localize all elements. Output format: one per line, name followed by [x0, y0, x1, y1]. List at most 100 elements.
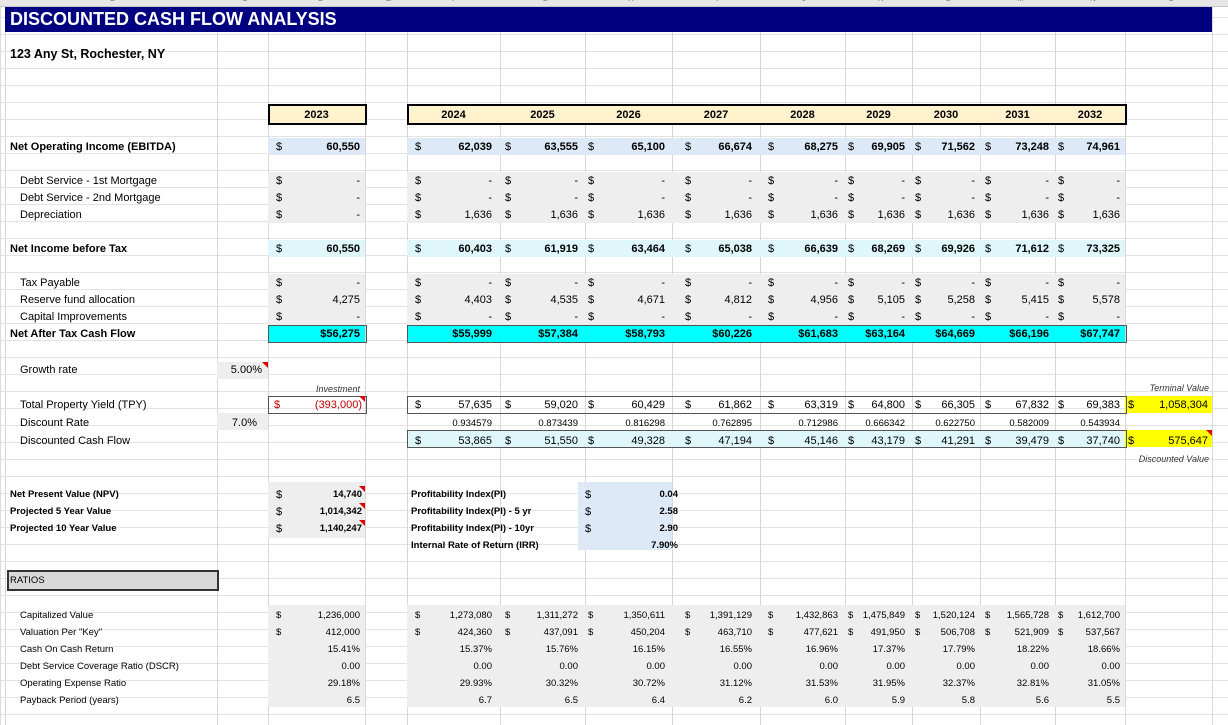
ratio-label: Payback Period (years)	[20, 695, 119, 706]
dollar-sign: $	[985, 627, 991, 638]
column-gridline	[980, 0, 981, 725]
dollar-sign: $	[768, 435, 775, 447]
dollar-sign: $	[1058, 192, 1065, 204]
profitability-label: Profitability Index(PI) - 10yr	[411, 523, 534, 534]
noi-label: Net Operating Income (EBITDA)	[10, 141, 176, 153]
ratio-value: 5.9	[891, 695, 905, 706]
dollar-sign: $	[1058, 243, 1065, 255]
column-gridline	[845, 0, 846, 725]
empty-cell-dash: -	[901, 192, 905, 204]
natcf-value: $60,226	[712, 328, 752, 340]
terminal-value: 1,058,304	[1159, 399, 1208, 411]
column-letter: F	[452, 0, 457, 3]
dollar-sign: $	[985, 277, 992, 289]
dollar-sign: $	[1058, 311, 1065, 323]
nibt-value: 63,464	[631, 243, 665, 255]
depreciation-value: -	[356, 209, 360, 221]
reserve-value: 4,535	[550, 294, 578, 306]
year-header: 2025	[530, 109, 555, 121]
empty-cell-dash: -	[1045, 192, 1049, 204]
ratio-label: Valuation Per "Key"	[20, 627, 103, 638]
comment-marker	[359, 486, 365, 492]
reserve-value: 4,956	[810, 294, 838, 306]
nibt-value: 65,038	[718, 243, 752, 255]
dollar-sign: $	[588, 175, 595, 187]
dollar-sign: $	[415, 209, 422, 221]
empty-cell-dash: -	[661, 175, 665, 187]
ratio-value: 18.22%	[1016, 644, 1049, 655]
column-letter: I	[716, 0, 718, 3]
reserve-value: 5,105	[877, 294, 905, 306]
dollar-sign: $	[415, 277, 422, 289]
dollar-sign: $	[985, 311, 992, 323]
ratio-label: Capitalized Value	[20, 610, 94, 621]
empty-cell-dash: -	[574, 311, 578, 323]
ratio-value: 1,350,611	[623, 610, 665, 621]
column-gridline	[912, 0, 913, 725]
dollar-sign: $	[505, 435, 512, 447]
ratio-value: 31.53%	[805, 678, 838, 689]
summary-label: Projected 5 Year Value	[10, 506, 112, 517]
cell-background	[217, 362, 268, 379]
discount-rate-label: Discount Rate	[20, 417, 90, 429]
ratio-value: 0.00	[473, 661, 493, 672]
empty-cell-dash: -	[971, 277, 975, 289]
year-header-box	[268, 104, 367, 125]
ratio-label: Operating Expense Ratio	[20, 678, 127, 689]
ratio-value: 450,204	[630, 627, 665, 638]
column-letter: N	[1090, 0, 1096, 3]
reserve-value: 5,578	[1092, 294, 1120, 306]
cell-background	[268, 138, 365, 155]
comment-marker	[262, 362, 268, 368]
dcf-value: 43,179	[871, 435, 905, 447]
cell-background	[1125, 430, 1212, 447]
dcf-label: Discounted Cash Flow	[20, 435, 131, 447]
growth-rate-value[interactable]: 5.00%	[230, 364, 262, 376]
natcf-border	[268, 325, 367, 343]
dollar-sign: $	[848, 399, 855, 411]
noi-value: 60,550	[326, 141, 360, 153]
natcf-value: $61,683	[798, 328, 838, 340]
dollar-sign: $	[415, 192, 422, 204]
year-header: 2027	[703, 109, 729, 121]
ratio-label: Debt Service Coverage Ratio (DSCR)	[20, 661, 179, 672]
ratio-value: 6.5	[564, 695, 578, 706]
discount-rate-value[interactable]: 7.0%	[231, 417, 257, 429]
investment-cell-border	[268, 396, 367, 414]
dollar-sign: $	[588, 610, 594, 621]
ratio-value: 17.37%	[872, 644, 905, 655]
dollar-sign: $	[276, 277, 283, 289]
empty-cell-dash: -	[901, 311, 905, 323]
dollar-sign: $	[985, 141, 992, 153]
natcf-value: $63,164	[865, 328, 905, 340]
dollar-sign: $	[276, 506, 283, 518]
dollar-sign: $	[915, 192, 922, 204]
empty-cell-dash: -	[971, 192, 975, 204]
dollar-sign: $	[1128, 399, 1135, 411]
tpy-border	[407, 396, 1127, 414]
noi-value: 74,961	[1086, 141, 1120, 153]
cell-background	[407, 138, 1125, 155]
ratio-value: 0.00	[733, 661, 753, 672]
depreciation-value: 1,636	[464, 209, 492, 221]
empty-cell-dash: -	[1045, 175, 1049, 187]
column-gridline	[268, 0, 269, 725]
cell-background	[407, 430, 1125, 447]
reserve-value: 4,812	[724, 294, 752, 306]
column-gridline	[1125, 0, 1126, 725]
empty-cell-dash: -	[834, 277, 838, 289]
ratio-value: 31.12%	[719, 678, 752, 689]
column-letter: E	[386, 0, 391, 3]
year-header: 2030	[933, 109, 959, 121]
capex-label: Capital Improvements	[20, 311, 127, 323]
column-gridline	[672, 0, 673, 725]
empty-cell-dash: -	[1116, 277, 1120, 289]
discount-factor: 0.582009	[1009, 418, 1049, 429]
discount-factor: 0.934579	[452, 418, 492, 429]
empty-cell-dash: -	[488, 311, 492, 323]
summary-label: Net Present Value (NPV)	[10, 489, 119, 500]
dollar-sign: $	[415, 399, 422, 411]
cell-background	[407, 274, 1125, 325]
dollar-sign: $	[276, 627, 282, 638]
nibt-value: 71,612	[1015, 243, 1049, 255]
